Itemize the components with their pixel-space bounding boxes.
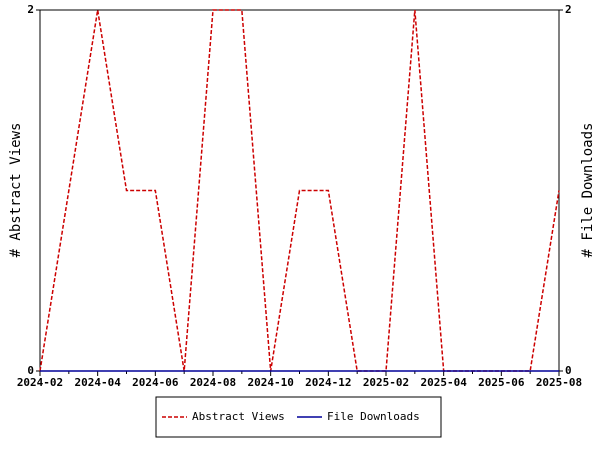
y-tick-label: 2 [27, 3, 34, 16]
y2-tick-label: 0 [565, 364, 572, 377]
x-tick-label: 2025-04 [420, 376, 467, 389]
legend-label: File Downloads [327, 410, 420, 423]
y2-tick-label: 2 [565, 3, 572, 16]
x-tick-label: 2024-12 [305, 376, 351, 389]
y-axis-label: # Abstract Views [8, 123, 24, 258]
x-tick-label: 2024-06 [132, 376, 179, 389]
x-tick-label: 2024-02 [17, 376, 63, 389]
y2-axis-label: # File Downloads [580, 123, 596, 258]
x-tick-label: 2024-10 [247, 376, 293, 389]
legend-box [155, 396, 442, 438]
y-tick-label: 0 [27, 364, 34, 377]
x-tick-label: 2025-06 [478, 376, 525, 389]
series-line [39, 9, 560, 372]
legend-label: Abstract Views [192, 410, 285, 423]
x-tick-label: 2025-02 [363, 376, 409, 389]
x-tick-label: 2024-04 [74, 376, 121, 389]
x-tick-label: 2024-08 [190, 376, 236, 389]
x-tick-label: 2025-08 [536, 376, 582, 389]
